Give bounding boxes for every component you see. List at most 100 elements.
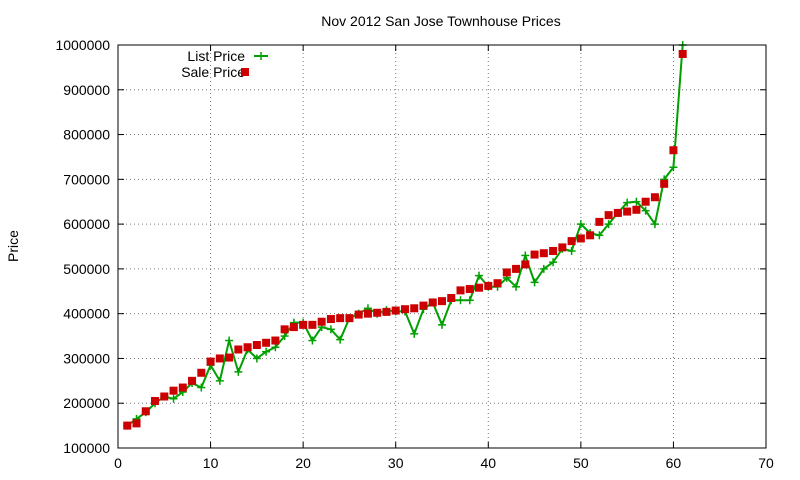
- sale-price-point: [271, 336, 280, 345]
- list-price-point: [576, 220, 585, 229]
- list-price-point: [456, 296, 465, 305]
- sale-price-point: [400, 305, 409, 314]
- sale-price-point: [641, 197, 650, 206]
- list-price-point: [567, 246, 576, 255]
- sale-price-point: [512, 264, 521, 273]
- y-tick-label: 200000: [63, 395, 110, 411]
- chart-title: Nov 2012 San Jose Townhouse Prices: [321, 13, 560, 29]
- series: [123, 41, 687, 430]
- list-price-point: [475, 271, 484, 280]
- x-tick-label: 20: [295, 455, 311, 471]
- y-axis-label: Price: [5, 230, 21, 262]
- sale-price-point: [363, 309, 372, 318]
- sale-price-point: [595, 217, 604, 226]
- sale-price-point: [280, 325, 289, 334]
- list-price-point: [262, 347, 271, 356]
- list-price-point: [595, 231, 604, 240]
- sale-price-point: [373, 308, 382, 317]
- sale-price-point: [225, 353, 234, 362]
- list-price-point: [197, 383, 206, 392]
- list-price-point: [215, 376, 224, 385]
- list-price-point: [326, 325, 335, 334]
- list-price-point: [308, 336, 317, 345]
- sale-price-point: [558, 243, 567, 252]
- sale-price-point: [465, 285, 474, 294]
- sale-price-point: [215, 354, 224, 363]
- sale-price-point: [632, 205, 641, 214]
- plot-frame: [117, 44, 767, 449]
- sale-price-point: [669, 146, 678, 155]
- y-tick-label: 1000000: [55, 37, 110, 53]
- list-price-point: [641, 206, 650, 215]
- sale-price-point: [549, 246, 558, 255]
- sale-price-point: [262, 338, 271, 347]
- legend-label: List Price: [187, 48, 245, 64]
- sale-price-point: [317, 317, 326, 326]
- list-price-point: [225, 336, 234, 345]
- sale-price-point: [678, 49, 687, 58]
- x-tick-label: 10: [203, 455, 219, 471]
- sale-price-point: [567, 237, 576, 246]
- sale-price-point: [604, 211, 613, 220]
- sale-price-point: [493, 279, 502, 288]
- list-price-point: [336, 335, 345, 344]
- list-price-point: [521, 251, 530, 260]
- y-tick-label: 800000: [63, 127, 110, 143]
- list-price-point: [669, 163, 678, 172]
- sale-price-point: [345, 314, 354, 323]
- y-tick-label: 600000: [63, 216, 110, 232]
- y-tick-label: 700000: [63, 171, 110, 187]
- sale-price-point: [623, 207, 632, 216]
- y-tick-label: 900000: [63, 82, 110, 98]
- sale-price-point: [243, 343, 252, 352]
- sale-price-point: [660, 179, 669, 188]
- x-tick-label: 0: [114, 455, 122, 471]
- sale-price-point: [160, 392, 169, 401]
- sale-price-point: [299, 320, 308, 329]
- sale-price-point: [539, 249, 548, 258]
- sale-price-point: [188, 376, 197, 385]
- list-price-point: [234, 367, 243, 376]
- list-price-point: [549, 258, 558, 267]
- list-price-point: [465, 296, 474, 305]
- list-price-point: [530, 278, 539, 287]
- list-price-point: [632, 197, 641, 206]
- sale-price-point: [151, 396, 160, 405]
- sale-price-point: [169, 386, 178, 395]
- sale-price-point: [456, 286, 465, 295]
- sale-price-point: [354, 310, 363, 319]
- list-price-point: [169, 394, 178, 403]
- sale-price-point: [141, 407, 150, 416]
- x-tick-label: 70: [758, 455, 774, 471]
- sale-price-point: [308, 320, 317, 329]
- sale-price-point: [447, 293, 456, 302]
- sale-price-point: [576, 234, 585, 243]
- list-price-point: [512, 282, 521, 291]
- sale-price-point: [521, 260, 530, 269]
- list-price-point: [271, 343, 280, 352]
- sale-price-point: [419, 301, 428, 310]
- x-tick-label: 40: [480, 455, 496, 471]
- legend-swatch-square: [241, 68, 249, 76]
- sale-price-point: [586, 231, 595, 240]
- sale-price-point: [475, 283, 484, 292]
- list-price-point: [252, 354, 261, 363]
- list-price-point: [410, 329, 419, 338]
- sale-price-point: [206, 357, 215, 366]
- y-tick-label: 500000: [63, 261, 110, 277]
- sale-price-point: [530, 250, 539, 259]
- sale-price-point: [289, 323, 298, 332]
- legend-swatch-cross: [257, 52, 265, 60]
- sale-price-point: [252, 341, 261, 350]
- sale-price-point: [484, 281, 493, 290]
- list-price-point: [604, 220, 613, 229]
- sale-price-point: [326, 315, 335, 324]
- y-tick-label: 400000: [63, 306, 110, 322]
- list-price-point: [623, 198, 632, 207]
- list-price-point: [539, 264, 548, 273]
- sale-price-point: [178, 383, 187, 392]
- sale-price-point: [410, 304, 419, 313]
- legend-label: Sale Price: [181, 64, 245, 80]
